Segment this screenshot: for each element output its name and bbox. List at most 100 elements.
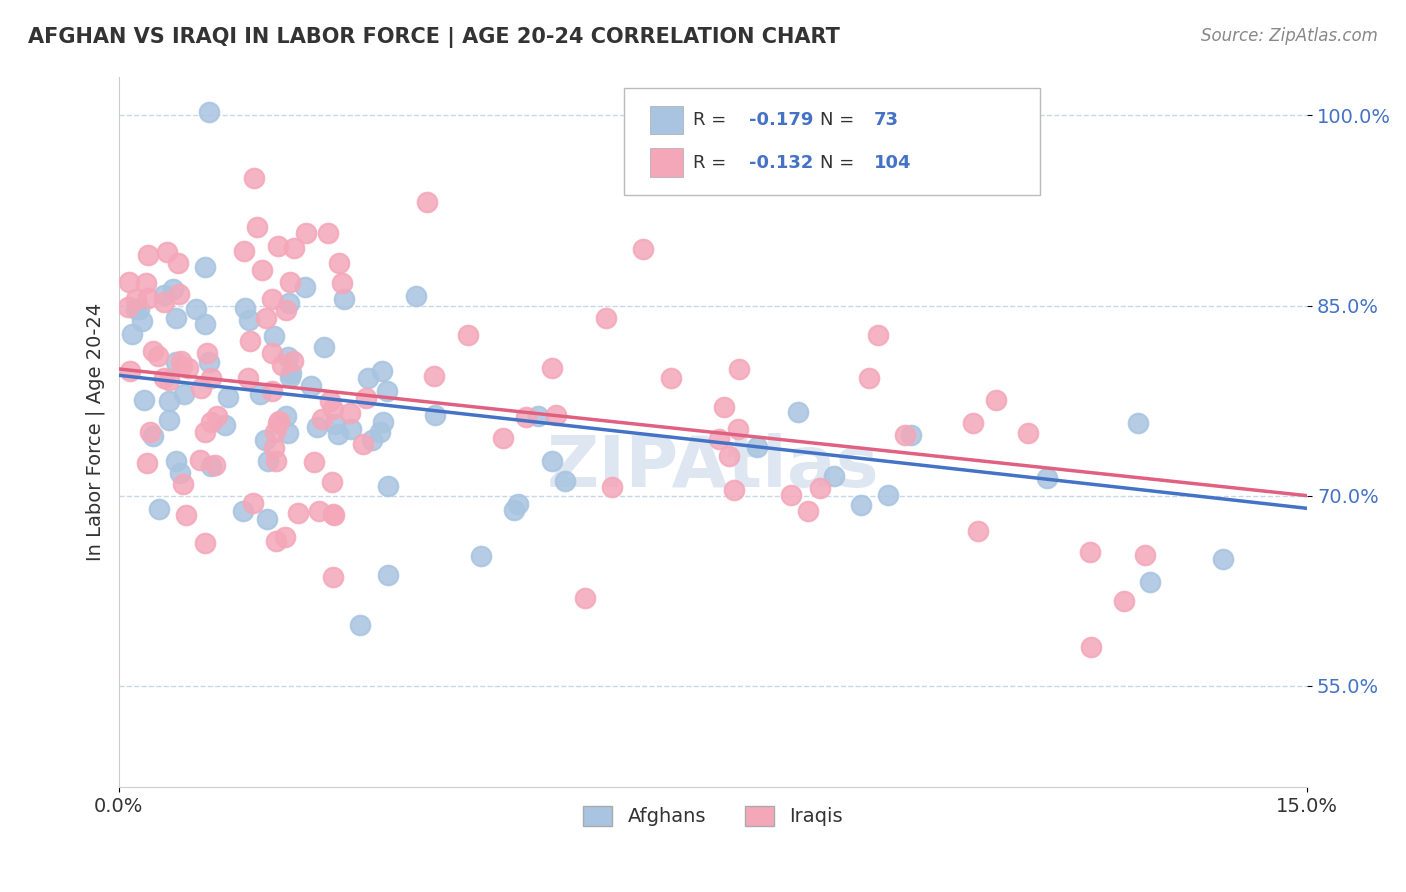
Point <box>267 238 290 252</box>
Point <box>631 242 654 256</box>
Point <box>274 303 297 318</box>
Point <box>156 245 179 260</box>
Point <box>780 488 803 502</box>
Point <box>238 313 260 327</box>
Point <box>142 428 165 442</box>
Point <box>266 454 288 468</box>
Point <box>260 384 283 398</box>
Point <box>200 415 222 429</box>
Point <box>232 503 254 517</box>
Point <box>195 346 218 360</box>
Point <box>340 422 363 436</box>
Point <box>868 327 890 342</box>
Point <box>540 454 562 468</box>
Point <box>153 288 176 302</box>
Point <box>405 289 427 303</box>
Point <box>659 371 682 385</box>
Point <box>262 346 284 360</box>
Point <box>728 362 751 376</box>
Point <box>204 458 226 472</box>
Point <box>312 340 335 354</box>
Point <box>283 242 305 256</box>
Point <box>173 386 195 401</box>
Point <box>600 480 623 494</box>
Point <box>194 536 217 550</box>
Point <box>136 248 159 262</box>
Point <box>267 414 290 428</box>
Point <box>423 408 446 422</box>
Point <box>316 226 339 240</box>
Point <box>136 456 159 470</box>
Point <box>357 371 380 385</box>
Point <box>239 334 262 348</box>
Point <box>142 344 165 359</box>
Point <box>375 384 398 398</box>
Point <box>200 459 222 474</box>
Point <box>118 275 141 289</box>
Point <box>727 422 749 436</box>
Point <box>371 415 394 429</box>
Point <box>371 364 394 378</box>
Point <box>271 359 294 373</box>
Point <box>894 428 917 442</box>
Point <box>328 426 350 441</box>
Point <box>595 311 617 326</box>
Legend: Afghans, Iraqis: Afghans, Iraqis <box>575 798 851 834</box>
Point <box>134 393 156 408</box>
Point <box>263 328 285 343</box>
Point <box>544 408 567 422</box>
Point <box>333 292 356 306</box>
Point <box>125 302 148 317</box>
Point <box>136 291 159 305</box>
Point <box>280 366 302 380</box>
Point <box>295 226 318 240</box>
Point <box>157 413 180 427</box>
Point <box>238 371 260 385</box>
Point <box>159 373 181 387</box>
Point <box>125 292 148 306</box>
Point <box>246 220 269 235</box>
Y-axis label: In Labor Force | Age 20-24: In Labor Force | Age 20-24 <box>86 303 105 561</box>
Point <box>962 417 984 431</box>
Point <box>797 504 820 518</box>
Point <box>274 530 297 544</box>
Point <box>876 488 898 502</box>
Point <box>308 504 330 518</box>
Point <box>217 390 239 404</box>
Text: N =: N = <box>820 153 860 171</box>
Point <box>747 440 769 454</box>
Point <box>322 401 344 416</box>
Point <box>457 327 479 342</box>
Point <box>858 371 880 385</box>
Text: 104: 104 <box>873 153 911 171</box>
Point <box>152 295 174 310</box>
Point <box>262 293 284 307</box>
Point <box>131 314 153 328</box>
Point <box>233 244 256 258</box>
Point <box>165 310 187 325</box>
Point <box>503 503 526 517</box>
Point <box>808 482 831 496</box>
Point <box>194 317 217 331</box>
Point <box>823 469 845 483</box>
Point <box>176 360 198 375</box>
Point <box>330 277 353 291</box>
Point <box>354 392 377 406</box>
Point <box>368 425 391 439</box>
Point <box>148 502 170 516</box>
Point <box>233 301 256 315</box>
Point <box>319 394 342 409</box>
Point <box>508 497 530 511</box>
Point <box>174 508 197 523</box>
Point <box>283 354 305 368</box>
Point <box>377 479 399 493</box>
Point <box>277 296 299 310</box>
Point <box>1112 594 1135 608</box>
Point <box>527 409 550 423</box>
Point <box>1212 552 1234 566</box>
Point <box>1126 416 1149 430</box>
Point <box>200 371 222 385</box>
Point <box>349 617 371 632</box>
Text: -0.132: -0.132 <box>748 153 813 171</box>
Point <box>197 105 219 120</box>
